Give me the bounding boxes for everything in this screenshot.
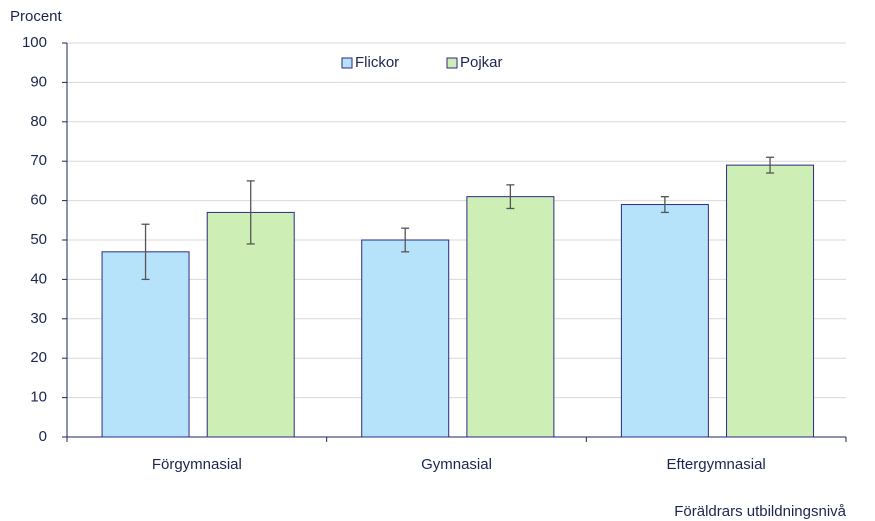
bar [466, 196, 555, 438]
legend-swatch [446, 57, 458, 69]
error-bar [141, 223, 150, 281]
y-tick-label: 20 [30, 349, 47, 366]
bar [620, 204, 709, 438]
x-tick-label: Förgymnasial [152, 456, 242, 473]
x-tick-label: Eftergymnasial [667, 456, 766, 473]
error-bar [401, 227, 410, 253]
y-tick-label: 70 [30, 152, 47, 169]
y-axis-label: Procent [10, 8, 63, 25]
x-tick-label: Gymnasial [421, 456, 492, 473]
x-axis-label: Föräldrars utbildningsnivå [674, 503, 846, 520]
y-tick-label: 30 [30, 310, 47, 327]
error-bar [506, 184, 515, 210]
y-tick-label: 50 [30, 231, 47, 248]
bar [101, 251, 190, 438]
y-tick-label: 0 [39, 428, 47, 445]
legend-label: Flickor [355, 54, 399, 71]
y-tick-label: 40 [30, 270, 47, 287]
y-tick-label: 90 [30, 73, 47, 90]
legend-label: Pojkar [460, 54, 503, 71]
bar [361, 239, 450, 438]
y-tick-label: 80 [30, 113, 47, 130]
error-bar [766, 156, 775, 174]
error-bar [660, 196, 669, 214]
bar [206, 211, 295, 438]
legend-swatch [341, 57, 353, 69]
error-bar [246, 180, 255, 245]
y-tick-label: 100 [22, 34, 47, 51]
y-tick-label: 60 [30, 192, 47, 209]
y-tick-label: 10 [30, 389, 47, 406]
bar [726, 164, 815, 438]
